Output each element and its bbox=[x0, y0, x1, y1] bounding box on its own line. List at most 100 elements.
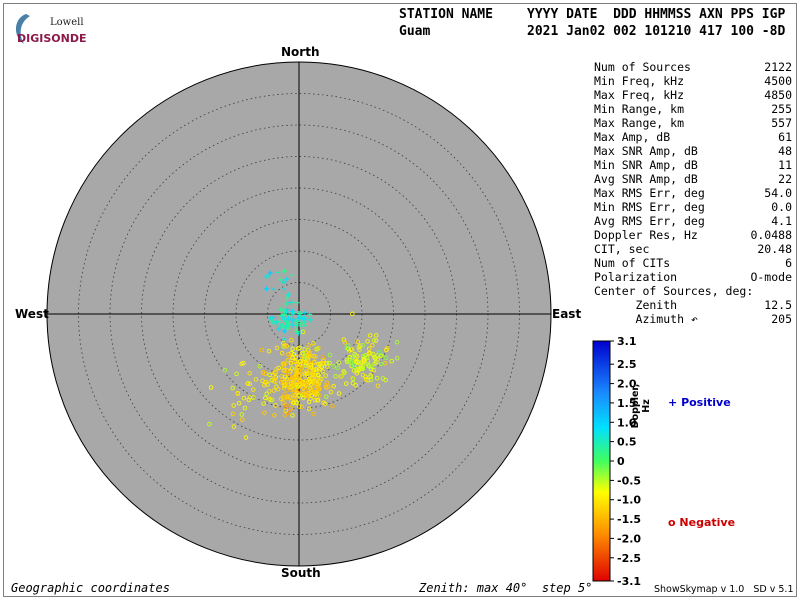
source-positive bbox=[284, 309, 290, 315]
source-negative bbox=[314, 346, 320, 352]
source-negative bbox=[349, 360, 355, 365]
colorbar-gradient bbox=[592, 340, 611, 582]
direction-south: South bbox=[281, 566, 321, 580]
source-positive bbox=[307, 311, 313, 317]
source-negative bbox=[394, 339, 400, 345]
legend-negative-symbol: o bbox=[668, 516, 676, 529]
source-negative bbox=[306, 406, 312, 412]
source-negative bbox=[266, 348, 272, 354]
source-negative bbox=[285, 394, 291, 399]
source-negative bbox=[353, 353, 358, 358]
stat-label: Max Range, km bbox=[594, 116, 685, 130]
source-positive bbox=[271, 286, 277, 292]
stat-value: 61 bbox=[778, 130, 792, 144]
source-negative bbox=[304, 371, 309, 377]
colorbar-tick-label: -2.5 bbox=[617, 552, 641, 565]
source-negative bbox=[382, 361, 388, 366]
source-negative bbox=[265, 382, 270, 387]
source-negative bbox=[287, 410, 292, 416]
colorbar-tick-label: -3.1 bbox=[617, 575, 641, 588]
source-negative bbox=[394, 355, 400, 361]
colorbar-tick-label: 1.5 bbox=[617, 397, 637, 410]
source-negative bbox=[373, 338, 379, 343]
direction-north: North bbox=[281, 45, 320, 59]
source-negative bbox=[297, 371, 303, 376]
source-negative bbox=[312, 398, 318, 403]
source-negative bbox=[342, 340, 348, 345]
source-negative bbox=[230, 411, 236, 417]
stat-row: Max RMS Err, deg 54.0 bbox=[594, 186, 792, 200]
source-negative bbox=[261, 401, 266, 406]
source-negative bbox=[235, 391, 241, 397]
source-negative bbox=[285, 370, 290, 376]
footer-zenith: Zenith: max 40° step 5° bbox=[419, 581, 593, 595]
legend-positive-symbol: + bbox=[668, 396, 678, 409]
source-negative bbox=[369, 366, 374, 372]
source-negative bbox=[367, 333, 373, 338]
stat-label: Max SNR Amp, dB bbox=[594, 144, 698, 158]
stat-label: Center of Sources, deg: bbox=[594, 284, 754, 298]
source-positive bbox=[267, 315, 273, 321]
source-negative bbox=[368, 374, 373, 380]
stat-value: 4.1 bbox=[771, 214, 792, 228]
legend-positive-label: Positive bbox=[681, 396, 731, 409]
source-negative bbox=[282, 368, 287, 374]
source-positive bbox=[276, 318, 282, 324]
source-negative bbox=[336, 360, 341, 365]
source-positive bbox=[267, 270, 273, 276]
source-negative bbox=[365, 339, 370, 344]
source-negative bbox=[298, 358, 303, 364]
source-positive bbox=[286, 321, 292, 327]
source-positive bbox=[281, 311, 287, 317]
source-negative bbox=[288, 360, 294, 366]
source-negative bbox=[281, 400, 286, 405]
source-negative bbox=[312, 383, 318, 388]
stat-row: CIT, sec 20.48 bbox=[594, 242, 792, 256]
source-negative bbox=[295, 362, 300, 367]
source-positive bbox=[284, 324, 290, 330]
source-negative bbox=[207, 421, 212, 427]
source-negative bbox=[307, 364, 312, 370]
source-negative bbox=[282, 412, 288, 418]
source-positive bbox=[282, 328, 288, 334]
source-negative bbox=[264, 391, 269, 397]
source-negative bbox=[328, 389, 334, 395]
source-negative bbox=[372, 356, 378, 361]
stat-label: Min Range, km bbox=[594, 102, 685, 116]
source-positive bbox=[308, 317, 314, 323]
source-negative bbox=[257, 364, 263, 369]
source-negative bbox=[290, 346, 295, 352]
source-negative bbox=[290, 413, 295, 418]
source-negative bbox=[317, 386, 322, 392]
stat-row: Avg SNR Amp, dB 22 bbox=[594, 172, 792, 186]
source-negative bbox=[259, 347, 265, 353]
source-negative bbox=[297, 372, 303, 378]
source-negative bbox=[377, 349, 382, 355]
source-negative bbox=[378, 361, 384, 367]
colorbar-tick-label: -2.0 bbox=[617, 532, 641, 545]
colorbar-ticks: 3.1 2.5 2.0 1.5 1.0 0.5 0 -0.5 -1.0 -1.5 -2.0 -2.5 -… bbox=[610, 335, 641, 588]
source-negative bbox=[333, 374, 338, 379]
stat-row: Max Amp, dB 61 bbox=[594, 130, 792, 144]
source-negative bbox=[274, 367, 279, 372]
source-negative bbox=[360, 364, 365, 370]
source-negative bbox=[288, 405, 294, 411]
logo-swoosh-icon bbox=[15, 14, 30, 44]
logo-line2: DIGISONDE bbox=[17, 32, 86, 45]
source-negative bbox=[354, 370, 360, 376]
source-negative bbox=[350, 376, 356, 382]
source-negative bbox=[269, 397, 275, 403]
source-negative bbox=[384, 347, 389, 353]
source-positive bbox=[281, 286, 287, 292]
source-negative bbox=[236, 400, 242, 406]
source-negative bbox=[309, 393, 314, 399]
colorbar-tick-label: 1.0 bbox=[617, 416, 637, 429]
colorbar-tick-label: 0 bbox=[617, 455, 625, 468]
source-negative bbox=[301, 385, 306, 391]
source-positive bbox=[302, 323, 308, 329]
source-positive bbox=[296, 315, 302, 321]
source-negative bbox=[368, 364, 374, 369]
footer-coordinates: Geographic coordinates bbox=[11, 581, 170, 595]
source-negative bbox=[247, 381, 253, 387]
